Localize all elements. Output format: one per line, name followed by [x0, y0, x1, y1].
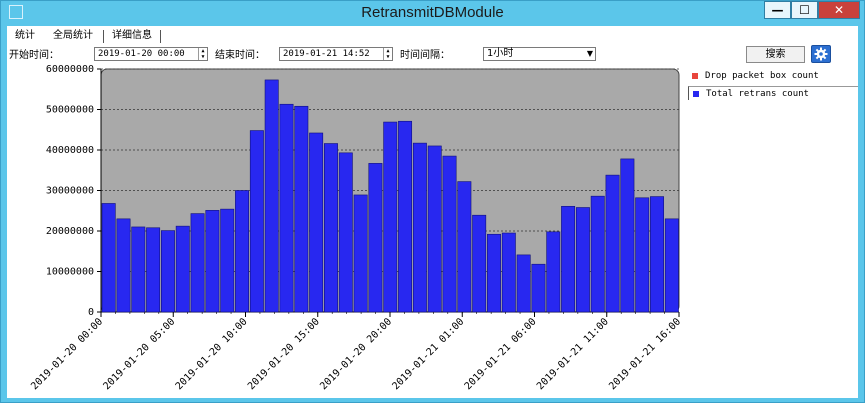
- x-tick-label: 2019-01-20 00:00: [29, 316, 105, 392]
- bar: [368, 163, 383, 313]
- interval-value: 1小时: [487, 48, 514, 59]
- legend-label-drop: Drop packet box count: [705, 71, 819, 81]
- x-tick-label: 2019-01-21 01:00: [390, 316, 466, 392]
- tab-global-stats[interactable]: 全局统计: [53, 30, 93, 41]
- settings-button[interactable]: [811, 45, 831, 63]
- end-time-spinner[interactable]: ▲ ▼: [383, 48, 392, 60]
- bar: [205, 210, 220, 313]
- bar: [383, 121, 398, 313]
- interval-label: 时间间隔：: [400, 50, 450, 61]
- search-button[interactable]: 搜索: [746, 46, 805, 63]
- bar: [353, 194, 368, 313]
- bar: [442, 155, 457, 313]
- bar: [501, 232, 516, 313]
- start-time-label: 开始时间：: [9, 50, 59, 61]
- bar: [472, 214, 487, 313]
- bar: [309, 132, 324, 313]
- y-tick-label: 50000000: [46, 105, 94, 116]
- tab-stats[interactable]: 统计: [15, 30, 35, 41]
- title-bar[interactable]: RetransmitDBModule — ☐ ✕: [1, 1, 864, 25]
- x-tick-label: 2019-01-20 05:00: [101, 316, 177, 392]
- bar: [561, 205, 576, 313]
- bar: [190, 213, 205, 313]
- x-tick-label: 2019-01-20 20:00: [318, 316, 394, 392]
- bar: [531, 263, 546, 313]
- bar: [457, 181, 472, 313]
- chart-legend: Drop packet box count Total retrans coun…: [688, 69, 858, 100]
- legend-label-total: Total retrans count: [706, 89, 809, 99]
- x-tick-label: 2019-01-21 06:00: [463, 316, 539, 392]
- bar: [487, 233, 501, 313]
- bar: [116, 218, 131, 313]
- client-area: 统计 全局统计 详细信息 开始时间： 2019-01-20 00:00 ▲ ▼ 结…: [7, 26, 858, 398]
- legend-item-drop[interactable]: Drop packet box count: [688, 69, 858, 83]
- retrans-bar-chart: 0 10000000 20000000 30000000 40000000 5000000…: [29, 64, 683, 392]
- gear-icon: [814, 47, 828, 61]
- tab-details[interactable]: 详细信息: [112, 30, 152, 41]
- legend-swatch-drop: [692, 73, 698, 79]
- start-time-field[interactable]: 2019-01-20 00:00 ▲ ▼: [94, 47, 208, 61]
- interval-select[interactable]: 1小时 ▼: [483, 47, 596, 61]
- bar: [146, 227, 161, 313]
- window-icon: [9, 5, 23, 19]
- bar: [620, 158, 635, 313]
- y-tick-label: 0: [88, 307, 94, 318]
- legend-item-total[interactable]: Total retrans count: [688, 86, 858, 100]
- chevron-down-icon: ▼: [586, 49, 593, 58]
- y-tick-label: 10000000: [46, 267, 94, 278]
- bar: [635, 197, 650, 313]
- y-tick-label: 40000000: [46, 145, 94, 156]
- bar: [160, 230, 175, 313]
- y-tick-label: 60000000: [46, 64, 94, 75]
- bar: [398, 120, 413, 313]
- bar: [324, 143, 338, 313]
- x-tick-label: 2019-01-21 11:00: [535, 316, 611, 392]
- end-time-label: 结束时间：: [215, 50, 265, 61]
- window-title: RetransmitDBModule: [361, 4, 504, 21]
- bar: [605, 174, 620, 313]
- bar: [664, 218, 679, 313]
- x-tick-label: 2019-01-21 16:00: [607, 316, 683, 392]
- bar: [131, 226, 146, 313]
- bar: [279, 103, 294, 313]
- maximize-icon: ☐: [799, 3, 810, 17]
- tab-divider: [160, 30, 161, 43]
- y-tick-label: 30000000: [46, 186, 94, 197]
- bar: [516, 254, 531, 313]
- bar: [427, 145, 442, 313]
- bar: [249, 130, 264, 313]
- bar: [175, 225, 190, 313]
- end-time-field[interactable]: 2019-01-21 14:52 ▲ ▼: [279, 47, 393, 61]
- bar: [294, 105, 309, 313]
- y-tick-label: 20000000: [46, 226, 94, 237]
- tab-bar: 统计 全局统计 详细信息: [7, 29, 161, 45]
- close-button[interactable]: ✕: [818, 1, 860, 19]
- bar: [220, 208, 235, 313]
- end-time-value: 2019-01-21 14:52: [283, 49, 370, 59]
- x-tick-label: 2019-01-20 10:00: [174, 316, 250, 392]
- start-time-spinner[interactable]: ▲ ▼: [198, 48, 207, 60]
- tab-divider: [103, 30, 104, 43]
- close-icon: ✕: [833, 3, 845, 17]
- bar: [546, 231, 561, 313]
- legend-swatch-total: [693, 91, 699, 97]
- bar: [235, 190, 250, 313]
- maximize-button[interactable]: ☐: [791, 1, 818, 19]
- minimize-icon: —: [771, 3, 784, 17]
- bar: [650, 196, 664, 313]
- bar: [575, 207, 590, 313]
- bar: [101, 203, 116, 313]
- bar: [412, 142, 427, 313]
- bar: [338, 152, 353, 313]
- bar: [590, 195, 605, 313]
- bar: [264, 79, 279, 313]
- minimize-button[interactable]: —: [764, 1, 791, 19]
- x-tick-label: 2019-01-20 15:00: [246, 316, 322, 392]
- start-time-value: 2019-01-20 00:00: [98, 49, 185, 59]
